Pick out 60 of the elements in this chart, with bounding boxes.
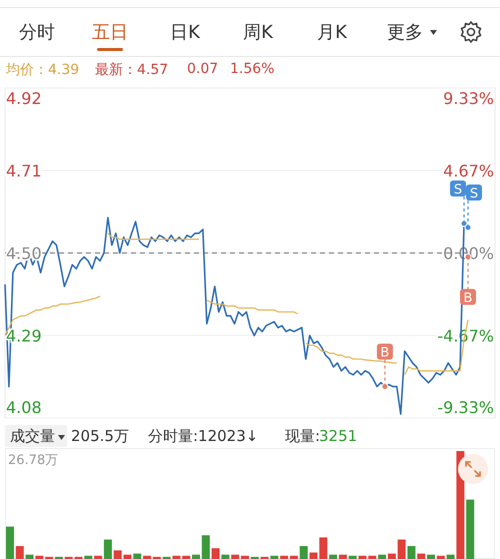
y-tick-label: 4.92 xyxy=(6,89,42,108)
bar xyxy=(123,554,132,559)
bar xyxy=(407,546,416,559)
text: 现量: xyxy=(285,427,320,446)
y2-tick-label: 9.33% xyxy=(443,89,494,108)
bar xyxy=(104,540,112,559)
bar xyxy=(329,554,338,559)
text: 205.5万 xyxy=(71,427,129,446)
y-tick-label: 4.71 xyxy=(6,162,42,180)
bar xyxy=(212,548,220,559)
bar xyxy=(84,556,92,559)
data-label: B xyxy=(464,290,472,306)
bar xyxy=(280,556,288,559)
text: 五日 xyxy=(91,21,129,44)
bar xyxy=(310,552,318,559)
data-label: S xyxy=(454,182,462,198)
bar xyxy=(436,556,445,559)
bar xyxy=(240,556,249,559)
bar xyxy=(114,550,122,559)
text: 成交量 xyxy=(10,427,55,446)
bar xyxy=(338,554,347,559)
bar xyxy=(378,554,386,559)
text: 周K xyxy=(242,21,274,44)
bar xyxy=(133,554,142,559)
data-label: B xyxy=(380,346,390,361)
bar xyxy=(358,556,366,559)
bar xyxy=(143,556,152,559)
text: 月K xyxy=(316,21,348,44)
bar xyxy=(427,554,436,559)
bar xyxy=(221,554,230,559)
bar xyxy=(202,535,210,559)
text: 3251 xyxy=(319,427,358,445)
y2-tick-label: -9.33% xyxy=(437,398,494,417)
bar xyxy=(6,526,14,559)
bar xyxy=(319,537,328,559)
bar xyxy=(348,556,357,559)
text: 日K xyxy=(169,21,202,44)
bar xyxy=(290,556,298,559)
bar xyxy=(192,554,200,559)
bar xyxy=(446,554,455,559)
bar xyxy=(270,556,278,559)
text: 0.07 xyxy=(187,61,218,77)
bar xyxy=(26,554,34,559)
bar xyxy=(94,556,102,559)
text: 最新：4.57 xyxy=(95,61,168,79)
y2-tick-label: 4.67% xyxy=(443,161,494,180)
text: 分时 xyxy=(18,21,56,44)
bar xyxy=(466,500,474,559)
annotation: 26.78万 xyxy=(8,452,58,469)
bar xyxy=(231,554,240,559)
text: 更多 xyxy=(386,21,424,44)
text: 均价：4.39 xyxy=(6,61,80,79)
y-tick-label: 4.08 xyxy=(6,398,42,417)
bar xyxy=(368,556,376,559)
bar xyxy=(16,546,24,559)
bar xyxy=(417,554,426,559)
data-label: S xyxy=(470,186,478,202)
bar xyxy=(300,546,308,559)
text: 分时量:12023↓ xyxy=(148,427,258,446)
text: 1.56% xyxy=(230,61,274,77)
